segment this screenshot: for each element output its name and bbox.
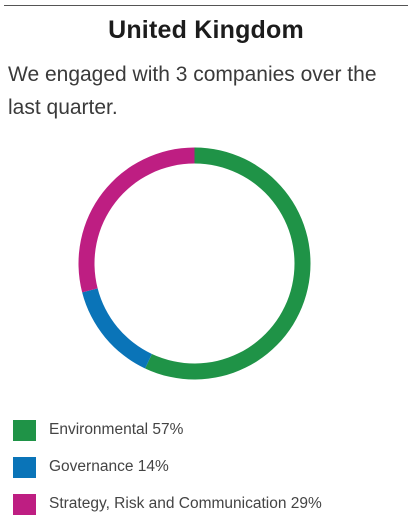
donut-slice-strategy: [78, 147, 195, 293]
legend-swatch-strategy: [13, 494, 36, 515]
legend-swatch-governance: [13, 457, 36, 478]
donut-chart: [72, 141, 317, 386]
top-divider: [4, 5, 408, 6]
donut-svg: [78, 147, 311, 380]
page-subtitle: We engaged with 3 companies over the las…: [8, 63, 377, 119]
legend-swatch-environmental: [13, 420, 36, 441]
legend-label-governance: Governance 14%: [49, 458, 169, 475]
page-title: United Kingdom: [108, 16, 304, 44]
legend-label-environmental: Environmental 57%: [49, 421, 184, 438]
legend-item-environmental: Environmental 57%: [13, 419, 408, 443]
legend-label-strategy: Strategy, Risk and Communication 29%: [49, 495, 322, 512]
legend-item-strategy: Strategy, Risk and Communication 29%: [13, 493, 408, 517]
legend-item-governance: Governance 14%: [13, 456, 408, 480]
donut-slice-environmental: [145, 147, 311, 380]
donut-slice-governance: [82, 288, 152, 369]
